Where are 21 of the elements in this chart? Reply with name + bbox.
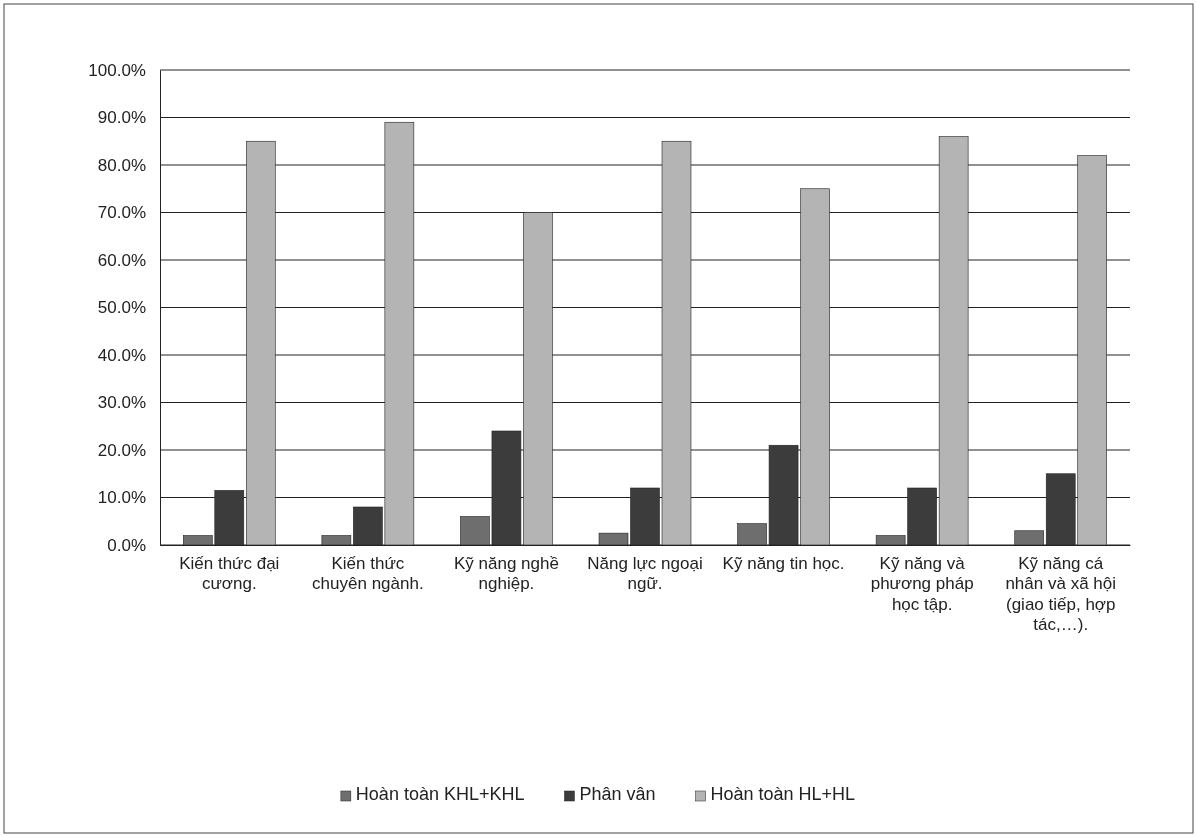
x-tick-label: Kiến thức chuyên ngành. (312, 554, 424, 594)
x-tick-label: Kỹ năng và phương pháp học tập. (870, 554, 974, 614)
y-tick-label: 70.0% (97, 203, 146, 223)
legend-label: Hoàn toàn KHL+KHL (355, 784, 525, 804)
x-tick-label: Kỹ năng nghề nghiệp. (453, 554, 559, 594)
x-tick-label: Năng lực ngoại ngữ. (587, 554, 703, 594)
y-tick-label: 80.0% (97, 155, 146, 175)
x-tick-label: Kiến thức đại cương. (179, 554, 280, 594)
y-tick-label: 30.0% (97, 393, 146, 413)
y-tick-label: 60.0% (97, 250, 146, 270)
y-tick-label: 40.0% (97, 345, 146, 365)
legend-label: Hoàn toàn HL+HL (710, 784, 856, 804)
y-tick-label: 10.0% (97, 488, 146, 508)
y-tick-label: 90.0% (97, 108, 146, 128)
y-tick-label: 20.0% (97, 440, 146, 460)
y-tick-label: 100.0% (88, 60, 146, 80)
y-tick-label: 0.0% (107, 535, 146, 555)
legend-label: Phân vân (579, 784, 656, 804)
x-tick-label: Kỹ năng tin học. (722, 554, 845, 574)
x-tick-label: Kỹ năng cá nhân và xã hội (giao tiếp, hợp tác,…). (1005, 554, 1117, 635)
y-tick-label: 50.0% (97, 298, 146, 318)
